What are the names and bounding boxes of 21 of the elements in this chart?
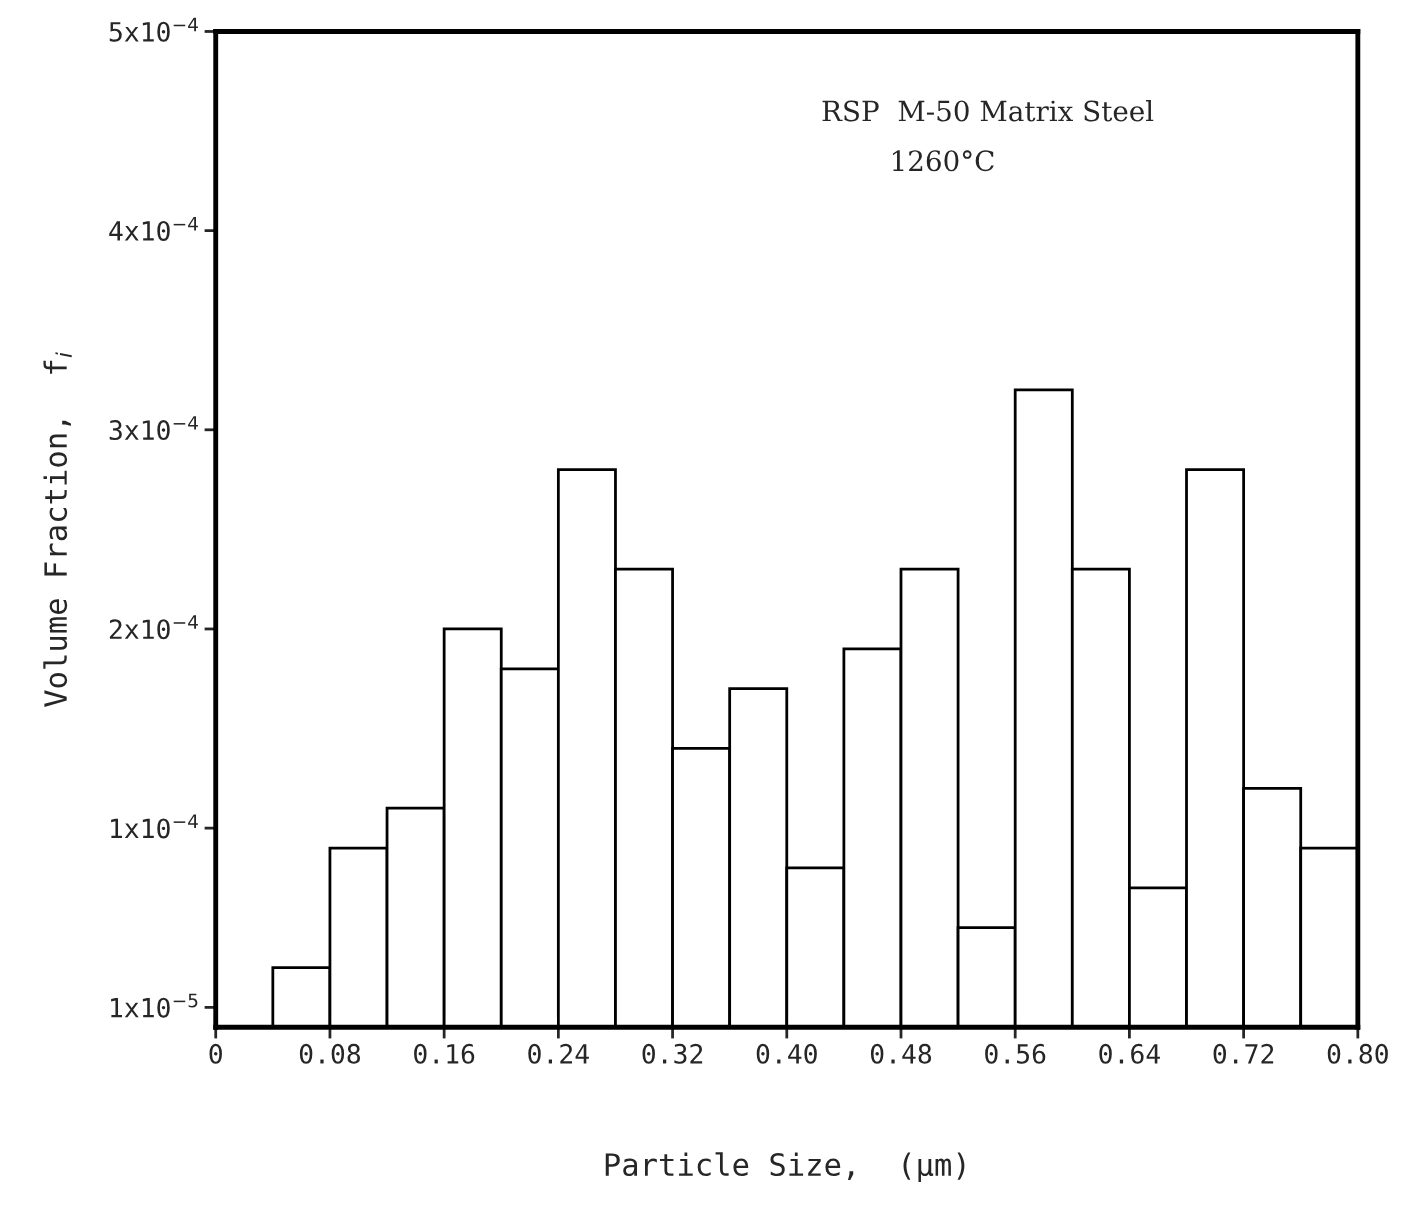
x-tick-label: 0.16 xyxy=(414,1043,475,1064)
annotation: 1260°C xyxy=(892,150,994,172)
y-tick-label: 2x10$^{−4}$ xyxy=(109,615,198,640)
x-tick-label: 0.48 xyxy=(870,1043,932,1064)
x-tick-label: 0.80 xyxy=(1327,1043,1388,1064)
x-tick-label: 0.24 xyxy=(528,1043,589,1064)
x-tick-label: 0.40 xyxy=(756,1043,817,1064)
x-tick-label: 0.64 xyxy=(1099,1043,1160,1064)
x-tick-label: 0.08 xyxy=(299,1043,361,1064)
x-tick-label: 0.56 xyxy=(985,1043,1046,1064)
y-tick-label: 1x10$^{−5}$ xyxy=(111,993,198,1018)
x-axis-title: Particle Size, (μm) xyxy=(605,1152,965,1183)
x-tick-label: 0.32 xyxy=(642,1043,703,1064)
x-tick-label: 0 xyxy=(209,1043,222,1064)
y-tick-label: 4x10$^{−4}$ xyxy=(109,216,198,241)
x-tick-label: 0.72 xyxy=(1213,1043,1274,1064)
y-tick-label: 5x10$^{−4}$ xyxy=(109,17,198,42)
y-tick-label: 3x10$^{−4}$ xyxy=(109,416,198,441)
y-tick-label: 1x10$^{−4}$ xyxy=(111,814,198,839)
y-axis-title: Volume Fraction, f$_{i}$ xyxy=(43,352,72,707)
annotation: RSP M-50 Matrix Steel xyxy=(822,99,1154,122)
